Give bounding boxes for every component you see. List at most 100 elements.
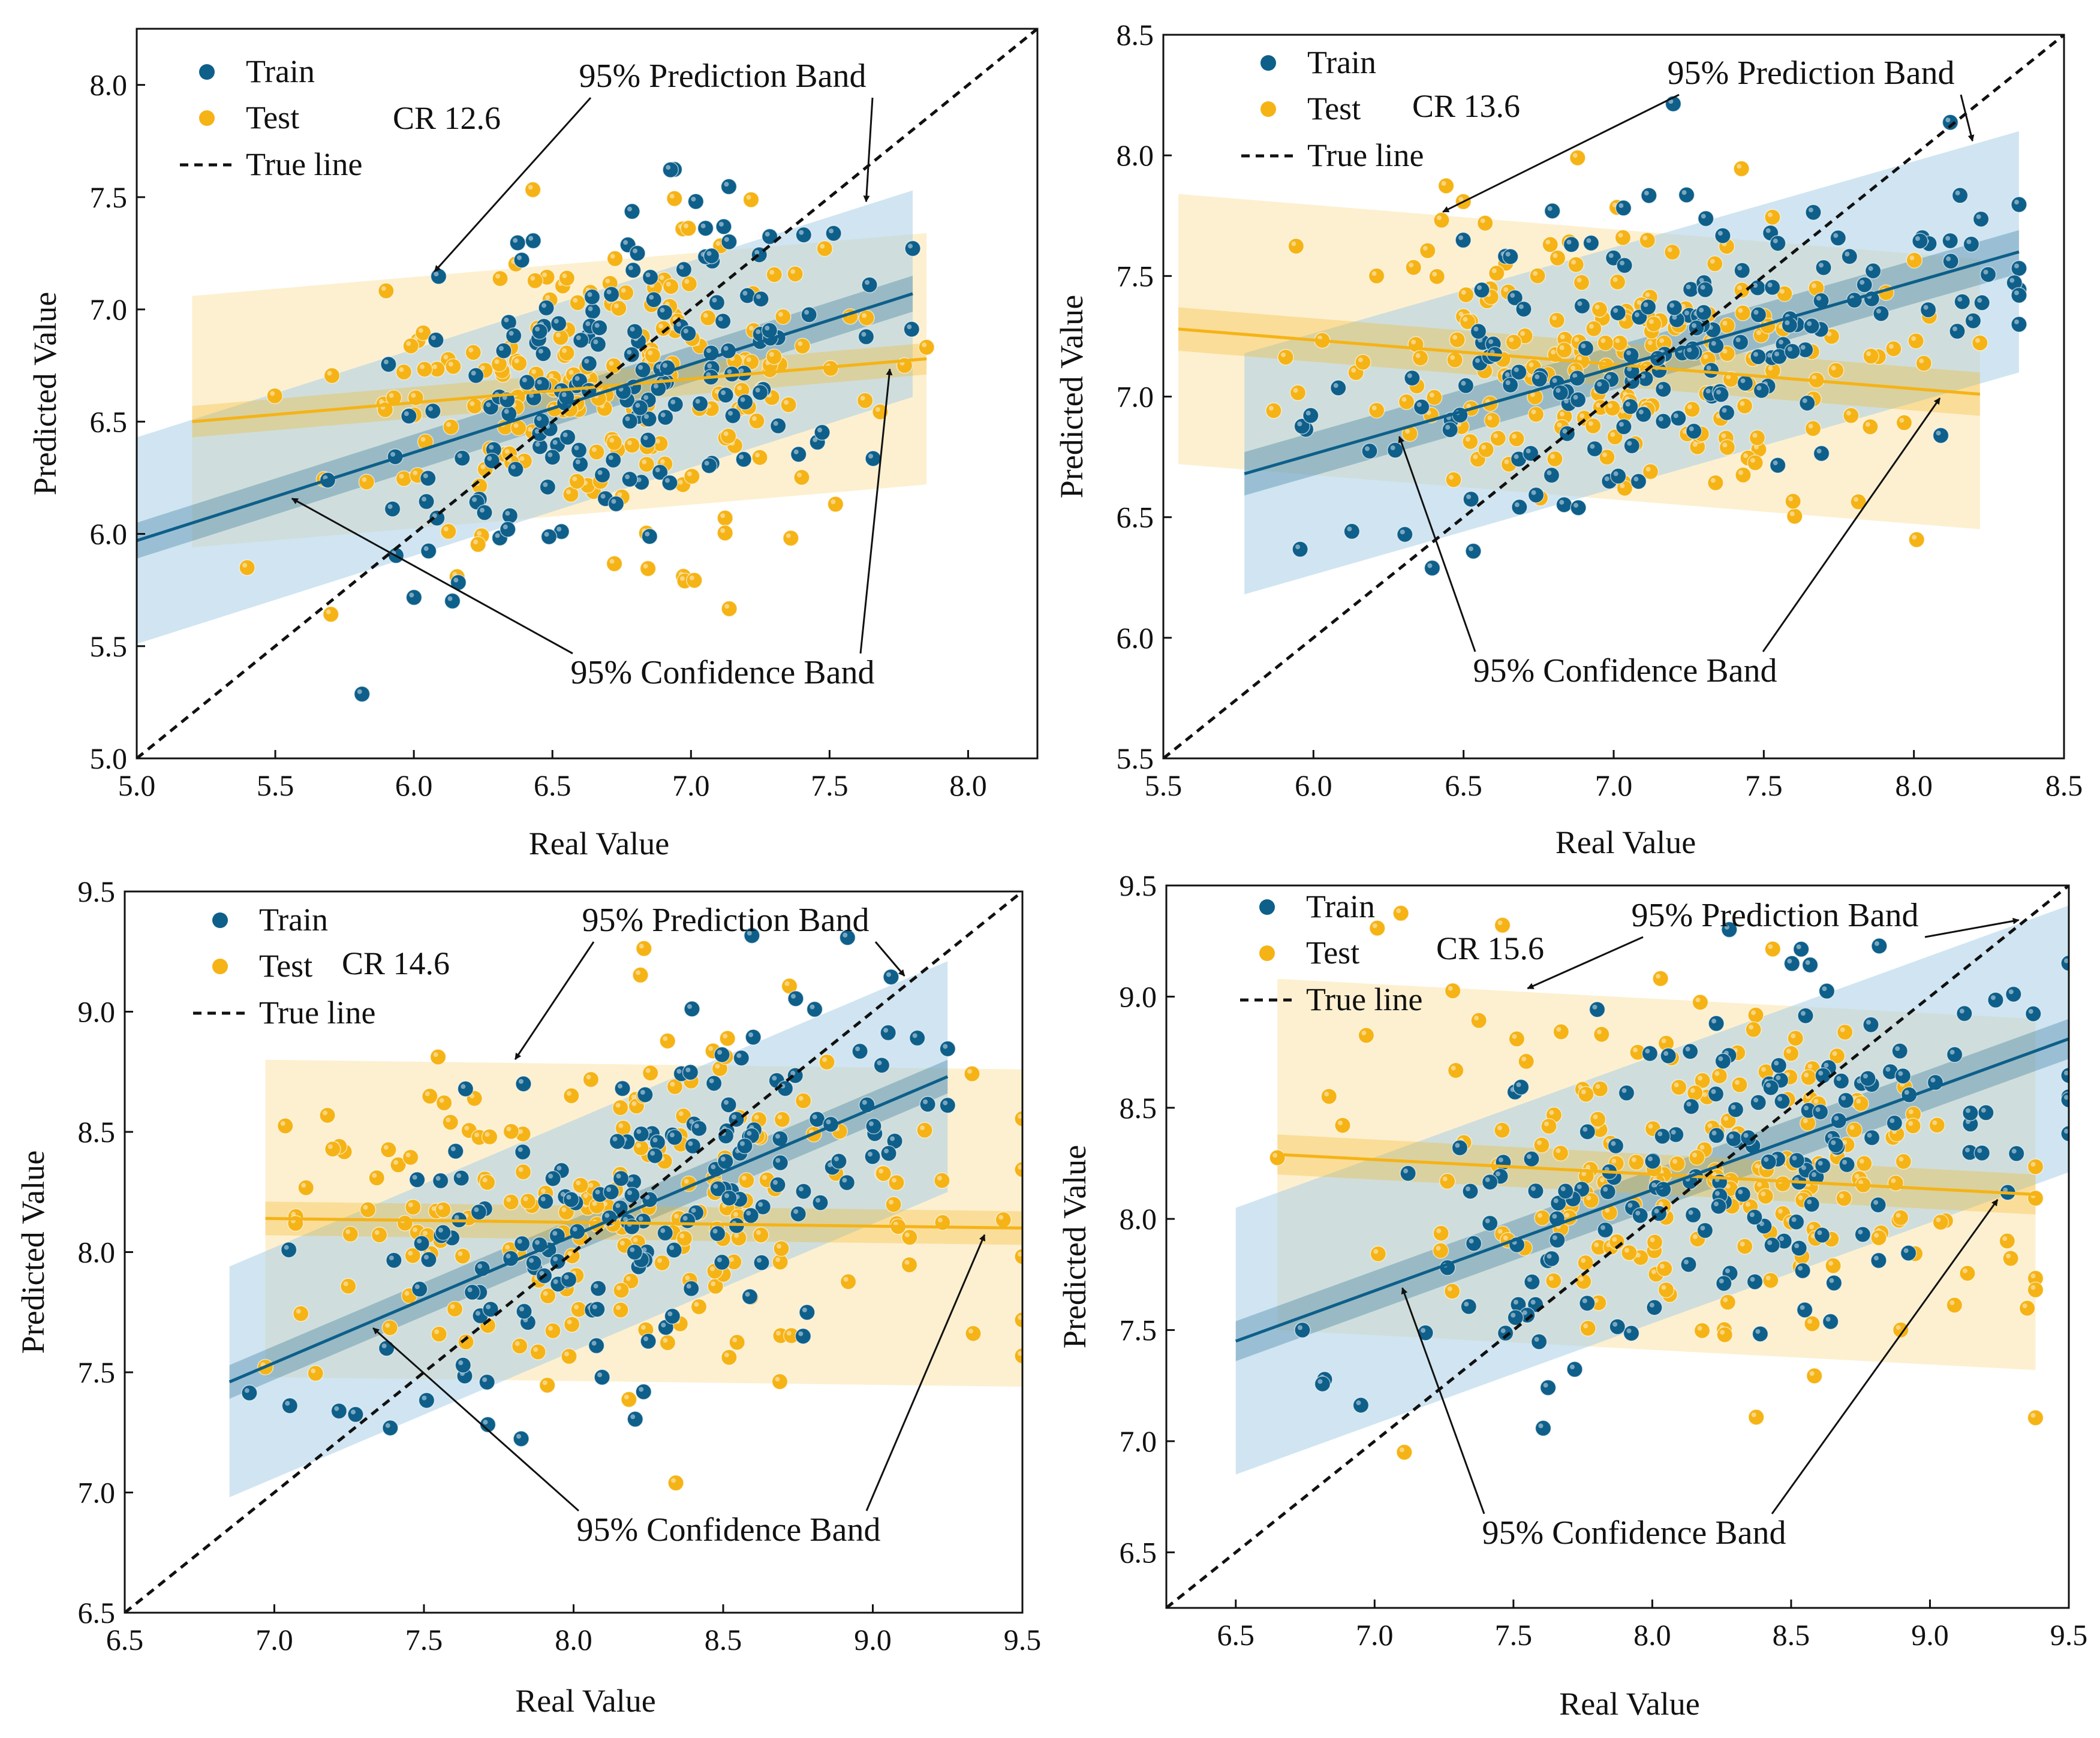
test-point xyxy=(1684,400,1701,418)
train-point-highlight xyxy=(687,1004,692,1009)
train-point-highlight xyxy=(645,1194,650,1200)
train-point xyxy=(509,234,526,251)
train-point xyxy=(1734,1186,1752,1203)
train-point xyxy=(1527,1182,1544,1200)
train-point xyxy=(1654,381,1672,398)
train-point xyxy=(2060,1067,2069,1084)
train-point-highlight xyxy=(1500,1328,1506,1333)
train-point xyxy=(1314,1375,1331,1393)
test-point xyxy=(1972,335,1988,351)
train-point xyxy=(745,1029,762,1046)
train-point-highlight xyxy=(1317,1379,1323,1384)
test-point xyxy=(1355,354,1371,371)
train-point-highlight xyxy=(1663,1051,1669,1056)
train-point-highlight xyxy=(747,1131,752,1136)
train-point xyxy=(629,245,646,262)
train-point xyxy=(666,1129,683,1146)
test-point-highlight xyxy=(775,1257,781,1263)
train-point-highlight xyxy=(1687,347,1692,353)
train-point-highlight xyxy=(742,291,748,296)
test-point-highlight xyxy=(506,1126,512,1132)
train-point xyxy=(1764,279,1781,296)
test-point-highlight xyxy=(689,575,694,580)
train-point-highlight xyxy=(1737,266,1743,271)
condition-label: CR 14.6 xyxy=(342,945,450,981)
train-point-highlight xyxy=(638,1216,643,1221)
test-point-highlight xyxy=(723,431,729,436)
train-point xyxy=(1788,1152,1806,1169)
train-point xyxy=(705,1075,723,1092)
x-tick-label: 6.5 xyxy=(106,1623,144,1656)
train-point-highlight xyxy=(1469,1239,1474,1244)
test-point-highlight xyxy=(2030,1273,2036,1279)
test-point xyxy=(1462,433,1479,450)
train-point-highlight xyxy=(438,1227,443,1233)
train-point xyxy=(1670,409,1687,427)
train-point-highlight xyxy=(1949,1050,1955,1055)
train-point-highlight xyxy=(724,1100,729,1105)
train-point xyxy=(2025,1005,2042,1022)
test-point xyxy=(339,1278,357,1295)
test-point-highlight xyxy=(609,438,615,443)
train-point xyxy=(1566,1361,1583,1378)
train-point xyxy=(539,478,556,496)
test-point-highlight xyxy=(1594,1242,1599,1248)
test-point xyxy=(1426,389,1443,406)
test-point-highlight xyxy=(748,326,754,331)
x-tick-label: 6.5 xyxy=(1445,769,1482,802)
condition-label: CR 13.6 xyxy=(1412,88,1520,124)
test-point-highlight xyxy=(769,270,775,275)
x-tick-label: 8.0 xyxy=(949,769,987,802)
test-point xyxy=(699,309,717,326)
test-point-highlight xyxy=(1450,355,1455,360)
test-point xyxy=(1579,1320,1596,1337)
test-point-highlight xyxy=(1480,218,1485,224)
test-point xyxy=(1277,349,1294,366)
train-point-highlight xyxy=(529,393,534,398)
test-point xyxy=(606,555,623,573)
train-point xyxy=(1660,1047,1677,1064)
train-point xyxy=(513,1430,529,1447)
test-point-highlight xyxy=(1560,334,1565,339)
train-point xyxy=(1641,1045,1659,1062)
train-point-highlight xyxy=(1868,266,1873,271)
train-point xyxy=(625,261,642,279)
y-tick-label: 7.5 xyxy=(1120,1314,1157,1347)
train-point-highlight xyxy=(1977,297,1982,303)
test-point xyxy=(1774,1175,1791,1192)
chart-panel-3: 6.5 7.0 7.5 8.0 8.5 9.0 9.56.57.07.58.08.59.09… xyxy=(15,875,1041,1719)
test-point-highlight xyxy=(1899,1156,1904,1162)
train-point xyxy=(1666,299,1683,317)
train-point xyxy=(733,1050,750,1067)
train-point-highlight xyxy=(409,592,414,598)
test-point-highlight xyxy=(1723,1297,1728,1303)
train-point xyxy=(1579,1295,1596,1312)
test-point-highlight xyxy=(655,439,660,444)
train-point-highlight xyxy=(685,1067,691,1073)
train-point-highlight xyxy=(756,329,761,335)
train-point-highlight xyxy=(1815,1107,1821,1112)
test-point xyxy=(742,191,760,208)
train-point-highlight xyxy=(627,1190,633,1195)
test-point-highlight xyxy=(523,1196,528,1201)
train-point-highlight xyxy=(1604,476,1609,481)
train-point xyxy=(476,504,493,521)
test-point-highlight xyxy=(1854,1174,1860,1179)
test-point-highlight xyxy=(1503,1235,1508,1240)
test-point-highlight xyxy=(967,1069,972,1074)
test-point xyxy=(872,403,889,420)
test-point-highlight xyxy=(1695,997,1701,1002)
test-point-highlight xyxy=(406,341,411,347)
train-point-highlight xyxy=(1895,1046,1900,1052)
test-point-highlight xyxy=(1463,317,1468,322)
prediction-arrow-right xyxy=(1924,917,2020,938)
test-point xyxy=(918,339,935,356)
train-point-highlight xyxy=(1606,374,1611,379)
test-point-highlight xyxy=(1018,1315,1022,1320)
train-point xyxy=(865,450,881,467)
test-point xyxy=(1549,249,1566,267)
test-point-highlight xyxy=(519,456,525,461)
train-point xyxy=(939,1040,956,1058)
test-point-highlight xyxy=(1846,411,1851,416)
test-point xyxy=(1449,331,1466,348)
